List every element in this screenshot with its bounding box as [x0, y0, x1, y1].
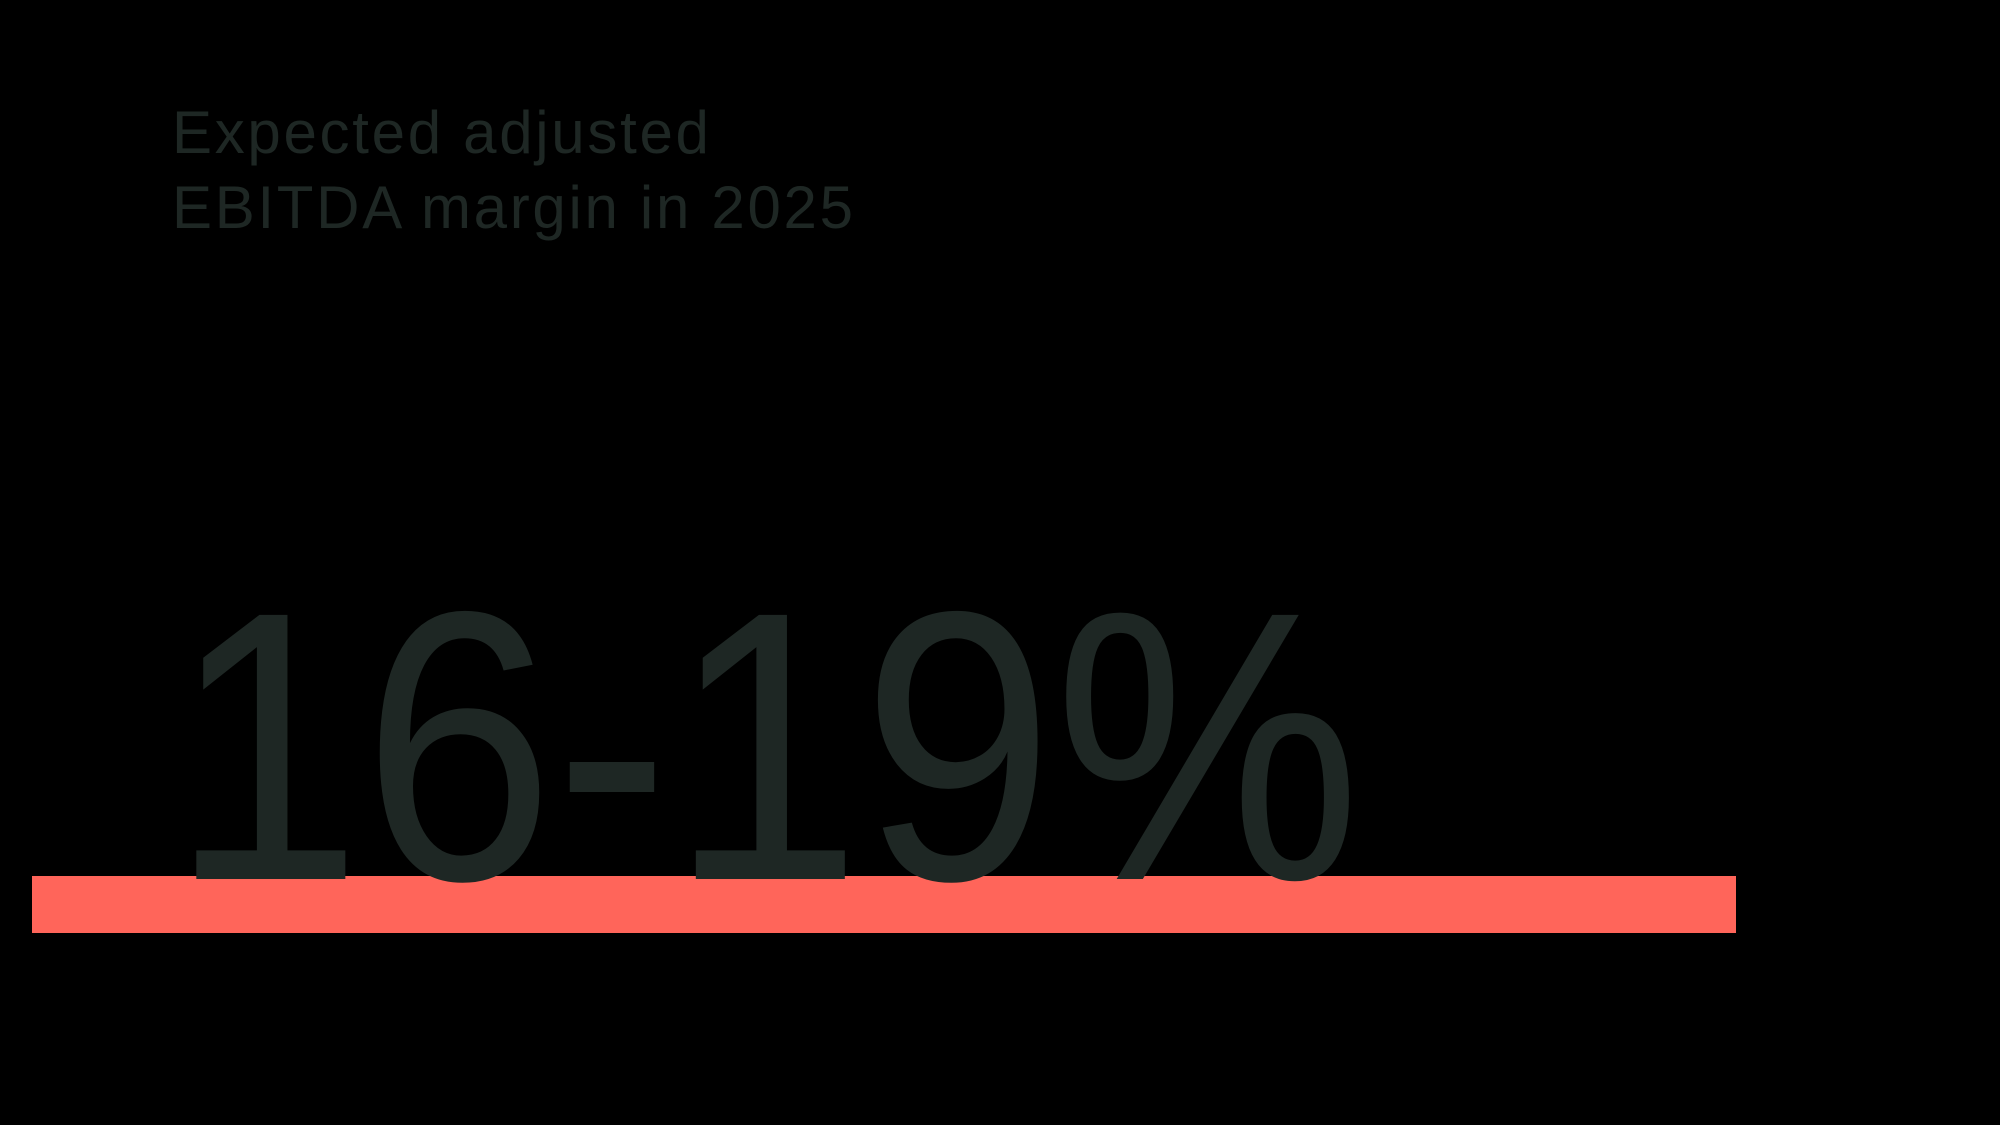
highlight-bar: [32, 876, 1736, 933]
stat-value: 16-19%: [170, 532, 1362, 961]
stat-title-line1: Expected adjusted: [172, 99, 712, 166]
stat-title: Expected adjusted EBITDA margin in 2025: [172, 95, 856, 245]
stat-title-line2: EBITDA margin in 2025: [172, 174, 856, 241]
